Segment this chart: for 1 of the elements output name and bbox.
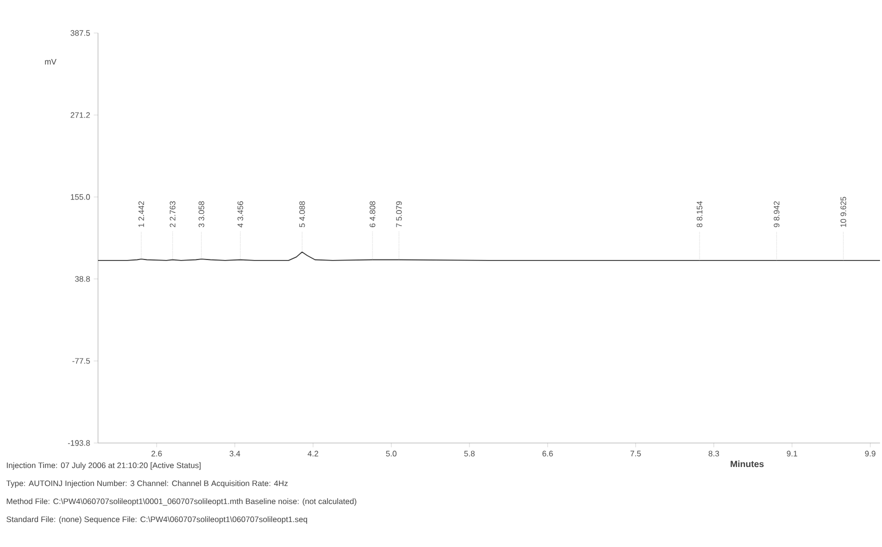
x-axis-title: Minutes: [730, 460, 764, 468]
